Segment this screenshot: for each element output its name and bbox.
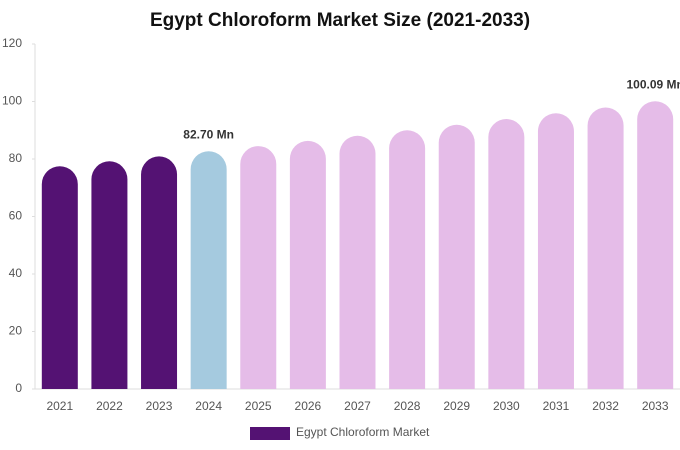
bar	[41, 166, 78, 389]
x-tick-label: 2032	[592, 399, 619, 413]
y-tick-label: 40	[9, 266, 23, 280]
bar	[240, 146, 277, 389]
bar	[141, 156, 178, 389]
y-tick-label: 120	[2, 36, 22, 50]
y-tick-label: 100	[2, 94, 22, 108]
bar	[339, 135, 376, 389]
bar	[289, 140, 326, 389]
y-tick-label: 0	[15, 381, 22, 395]
x-tick-label: 2027	[344, 399, 371, 413]
legend-label: Egypt Chloroform Market	[296, 425, 430, 439]
y-tick-label: 60	[9, 209, 23, 223]
chart-title: Egypt Chloroform Market Size (2021-2033)	[150, 10, 530, 31]
x-tick-label: 2023	[146, 399, 173, 413]
value-label: 100.09 Mn	[627, 77, 680, 91]
bar	[438, 124, 475, 389]
bar	[637, 101, 674, 389]
x-tick-label: 2030	[493, 399, 520, 413]
y-tick-label: 80	[9, 151, 23, 165]
x-tick-label: 2026	[295, 399, 322, 413]
y-tick-label: 20	[9, 324, 23, 338]
bar	[537, 113, 574, 389]
bar	[91, 161, 128, 389]
bar	[488, 119, 525, 389]
value-label: 82.70 Mn	[183, 127, 234, 141]
x-tick-label: 2024	[195, 399, 222, 413]
x-tick-label: 2025	[245, 399, 272, 413]
bar	[389, 130, 426, 390]
x-tick-label: 2021	[46, 399, 73, 413]
x-tick-label: 2028	[394, 399, 421, 413]
x-tick-label: 2031	[543, 399, 570, 413]
bar	[587, 107, 624, 389]
legend-swatch	[250, 427, 290, 440]
x-tick-label: 2029	[443, 399, 470, 413]
x-tick-label: 2022	[96, 399, 123, 413]
bar	[190, 151, 227, 389]
x-tick-label: 2033	[642, 399, 669, 413]
